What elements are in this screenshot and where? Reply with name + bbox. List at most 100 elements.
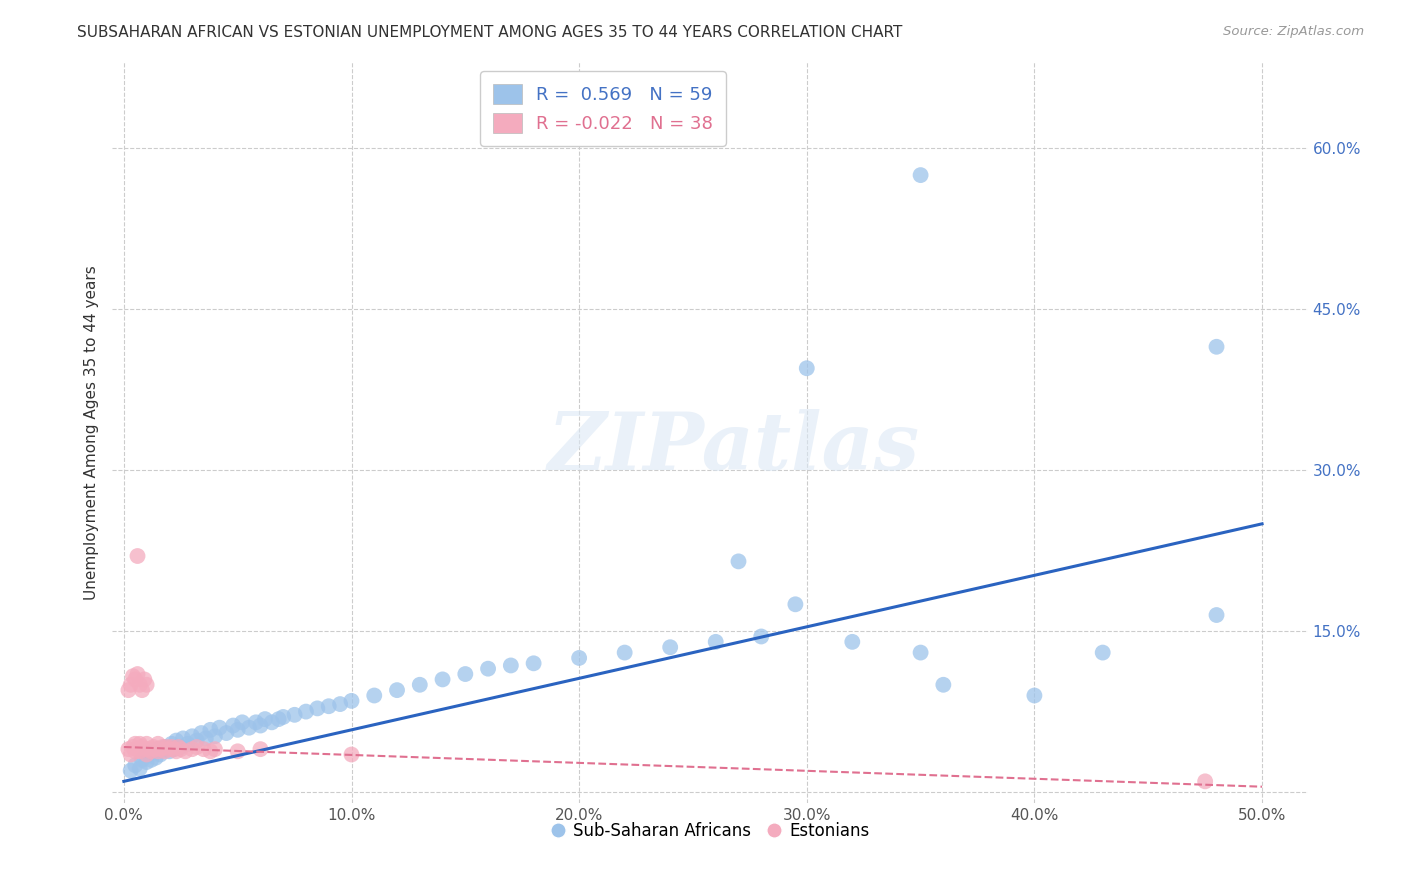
Point [215, 726, 238, 740]
Point [134, 673, 156, 687]
Point [138, 742, 160, 756]
Point [222, 718, 245, 732]
Point [190, 726, 212, 740]
Point [267, 712, 290, 726]
Point [141, 744, 163, 758]
Point [271, 710, 294, 724]
Point [295, 705, 318, 719]
Point [157, 744, 180, 758]
Point [127, 667, 149, 681]
Point [117, 683, 139, 698]
Point [124, 673, 146, 687]
Point [160, 739, 183, 754]
Point [208, 721, 231, 735]
Point [409, 678, 432, 692]
Point [170, 742, 193, 756]
Point [785, 597, 807, 611]
Point [122, 739, 145, 754]
Point [149, 747, 172, 762]
Point [727, 554, 749, 568]
Point [128, 762, 150, 776]
Point [910, 646, 932, 660]
Point [122, 669, 145, 683]
Point [340, 747, 363, 762]
Point [120, 678, 142, 692]
Point [1205, 607, 1227, 622]
Point [152, 739, 174, 754]
Point [149, 742, 172, 756]
Point [146, 744, 169, 758]
Point [204, 729, 226, 743]
Point [131, 739, 153, 754]
Point [910, 168, 932, 182]
Point [131, 683, 153, 698]
Point [704, 635, 727, 649]
Point [796, 361, 818, 376]
Point [186, 739, 208, 754]
Point [249, 718, 271, 732]
Point [172, 731, 194, 746]
Point [432, 673, 454, 687]
Point [226, 744, 249, 758]
Point [249, 742, 271, 756]
Point [1205, 340, 1227, 354]
Text: SUBSAHARAN AFRICAN VS ESTONIAN UNEMPLOYMENT AMONG AGES 35 TO 44 YEARS CORRELATIO: SUBSAHARAN AFRICAN VS ESTONIAN UNEMPLOYM… [77, 25, 903, 40]
Point [146, 737, 169, 751]
Point [131, 753, 153, 767]
Point [124, 744, 146, 758]
Point [165, 733, 187, 747]
Point [329, 697, 352, 711]
Point [568, 651, 591, 665]
Point [141, 753, 163, 767]
Point [160, 737, 183, 751]
Point [165, 744, 187, 758]
Point [153, 739, 176, 754]
Point [163, 742, 186, 756]
Point [238, 721, 260, 735]
Point [176, 737, 198, 751]
Legend: Sub-Saharan Africans, Estonians: Sub-Saharan Africans, Estonians [544, 815, 876, 847]
Point [163, 742, 186, 756]
Point [124, 758, 146, 772]
Point [932, 678, 955, 692]
Point [142, 744, 165, 758]
Point [181, 729, 204, 743]
Point [186, 733, 208, 747]
Point [145, 750, 167, 764]
Point [477, 662, 499, 676]
Point [135, 678, 157, 692]
Point [120, 747, 142, 762]
Point [127, 742, 149, 756]
Point [1194, 774, 1216, 789]
Point [1091, 646, 1114, 660]
Point [245, 715, 267, 730]
Point [181, 742, 204, 756]
Point [260, 715, 283, 730]
Point [135, 737, 157, 751]
Point [134, 742, 156, 756]
Point [226, 723, 249, 737]
Point [170, 739, 193, 754]
Point [146, 742, 169, 756]
Point [200, 744, 222, 758]
Point [749, 630, 772, 644]
Point [200, 723, 222, 737]
Point [253, 712, 276, 726]
Point [135, 747, 157, 762]
Point [117, 742, 139, 756]
Point [127, 549, 149, 563]
Text: Source: ZipAtlas.com: Source: ZipAtlas.com [1223, 25, 1364, 38]
Point [841, 635, 863, 649]
Point [135, 747, 157, 762]
Point [145, 742, 167, 756]
Point [124, 737, 146, 751]
Point [128, 678, 150, 692]
Point [157, 742, 180, 756]
Point [231, 715, 253, 730]
Point [1024, 689, 1046, 703]
Point [363, 689, 385, 703]
Text: ZIPatlas: ZIPatlas [548, 409, 920, 486]
Point [174, 744, 197, 758]
Point [523, 657, 546, 671]
Point [194, 731, 217, 746]
